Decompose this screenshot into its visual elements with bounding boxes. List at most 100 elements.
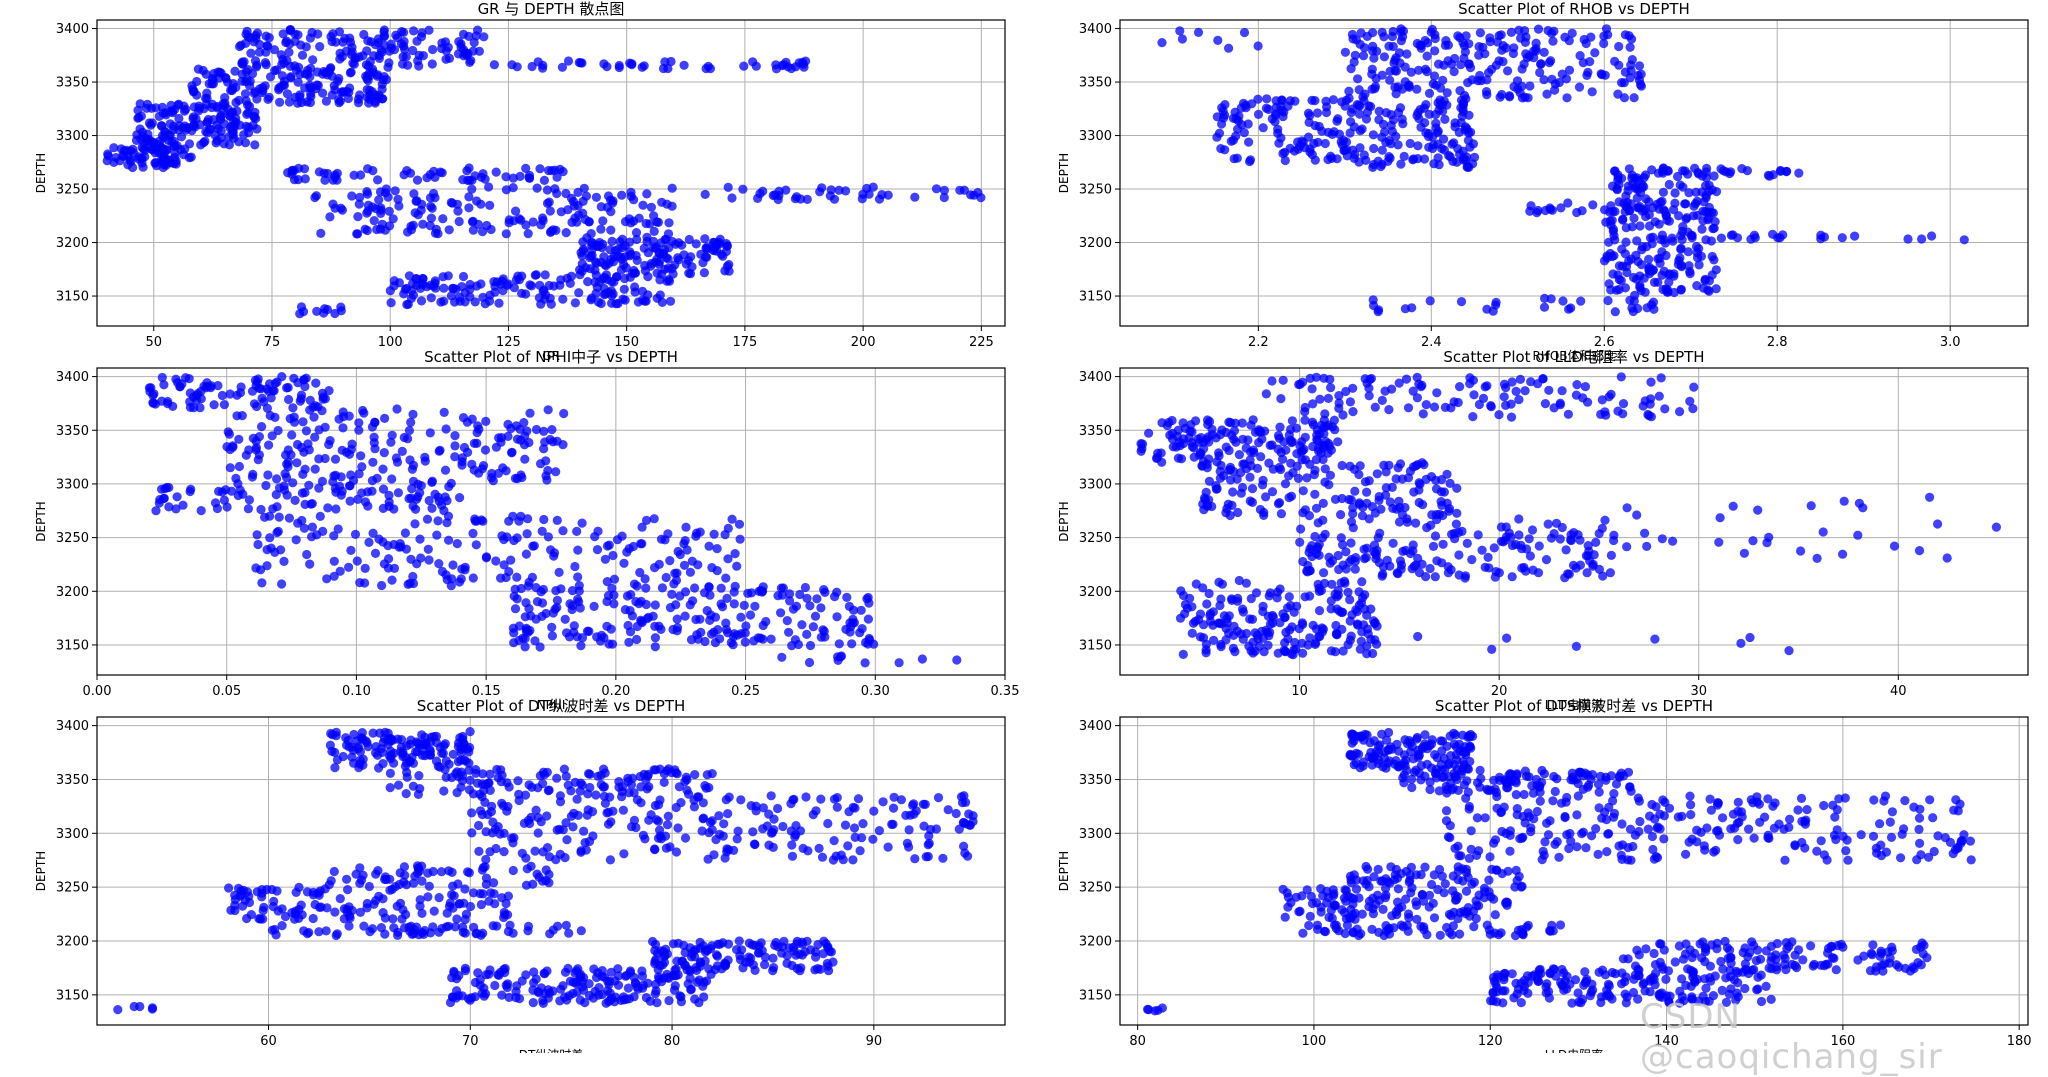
data-point [711,613,720,622]
data-point [450,441,459,450]
data-point [1525,534,1534,543]
data-point [1678,183,1687,192]
data-point [798,940,807,949]
data-point [1353,619,1362,628]
data-point [1716,513,1725,522]
data-point [1525,81,1534,90]
data-point [1315,551,1324,560]
data-point [1714,538,1723,547]
data-point [1432,556,1441,565]
data-point [1213,36,1222,45]
data-point [314,81,323,90]
data-point [158,373,167,382]
data-point [1702,164,1711,173]
data-point [1413,393,1422,402]
x-tick-label: 40 [1890,684,1907,699]
data-point [527,281,536,290]
data-point [295,309,304,318]
data-point [355,578,364,587]
data-point [482,827,491,836]
data-point [699,978,708,987]
data-point [1617,78,1626,87]
x-tick-label: 2.2 [1248,335,1269,350]
data-point [1368,649,1377,658]
data-point [672,957,681,966]
data-point [1332,629,1341,638]
data-point [1186,427,1195,436]
data-point [513,533,522,542]
data-point [630,992,639,1001]
data-point [1346,117,1355,126]
data-point [1325,375,1334,384]
data-point [1743,166,1752,175]
data-point [151,506,160,515]
data-point [820,627,829,636]
data-point [1246,421,1255,430]
data-point [1290,638,1299,647]
data-point [484,182,493,191]
data-point [1660,404,1669,413]
data-point [1297,437,1306,446]
x-tick-label: 0.00 [83,684,112,699]
data-point [135,1002,144,1011]
data-point [786,799,795,808]
data-point [1176,614,1185,623]
data-point [510,592,519,601]
data-point [598,990,607,999]
data-point [828,957,837,966]
data-point [577,58,586,67]
data-point [1604,238,1613,247]
data-point [671,768,680,777]
data-point [1434,153,1443,162]
data-point [1212,485,1221,494]
data-point [274,85,283,94]
data-point [1522,544,1531,553]
data-point [373,474,382,483]
data-point [1630,93,1639,102]
data-point [1254,41,1263,50]
data-point [1350,487,1359,496]
data-point [342,905,351,914]
data-point [149,399,158,408]
data-point [241,89,250,98]
data-point [707,630,716,639]
data-point [901,811,910,820]
data-point [1227,594,1236,603]
data-point [771,938,780,947]
y-tick-label: 3300 [56,129,89,144]
data-point [722,795,731,804]
data-point [476,889,485,898]
data-point [347,191,356,200]
data-point [705,542,714,551]
data-point [689,796,698,805]
data-point [305,81,314,90]
data-point [791,635,800,644]
data-point [159,109,168,118]
data-point [1583,568,1592,577]
data-point [524,229,533,238]
data-point [384,735,393,744]
data-point [1617,372,1626,381]
data-point [1351,51,1360,60]
data-point [1600,516,1609,525]
data-point [1292,424,1301,433]
data-point [1450,397,1459,406]
data-point [1943,553,1952,562]
data-point [335,415,344,424]
data-point [553,516,562,525]
data-point [1426,296,1435,305]
data-point [1700,276,1709,285]
data-point [346,497,355,506]
data-point [665,277,674,286]
data-point [1556,399,1565,408]
data-point [502,532,511,541]
data-point [1254,110,1263,119]
data-point [1378,28,1387,37]
data-point [619,260,628,269]
data-point [468,529,477,538]
data-point [1189,443,1198,452]
data-point [381,226,390,235]
data-point [1526,377,1535,386]
data-point [1360,554,1369,563]
data-point [444,482,453,491]
